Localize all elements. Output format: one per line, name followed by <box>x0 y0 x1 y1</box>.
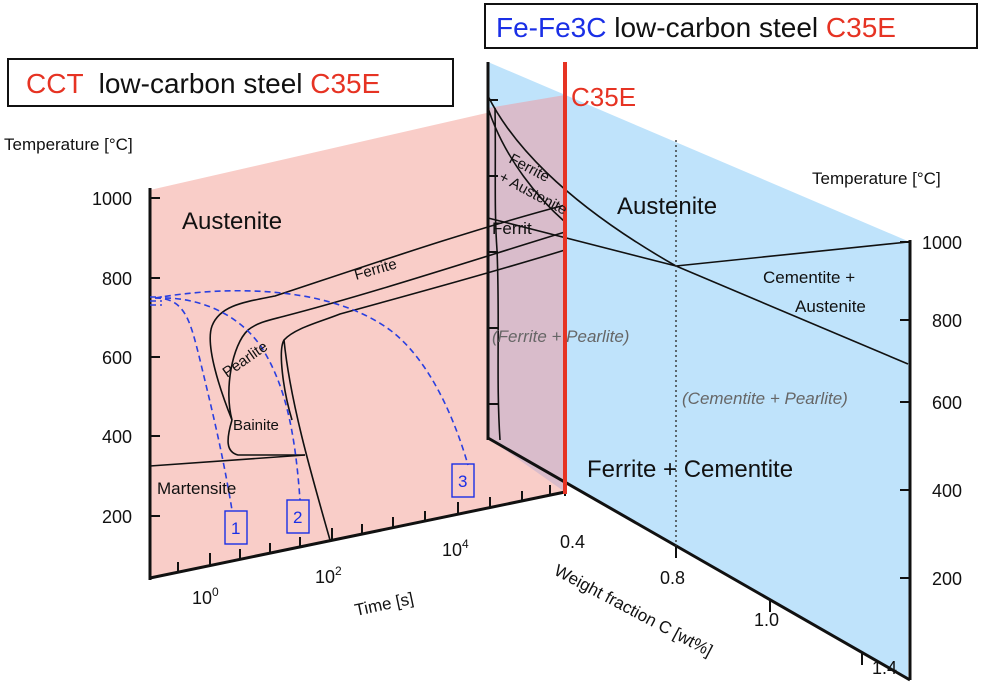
cooling-curve-2-label: 2 <box>293 508 302 527</box>
phase-x-tick-0-8: 0.8 <box>660 568 685 588</box>
cct-title-box: CCT low-carbon steel C35E <box>7 58 454 107</box>
cct-y-axis <box>148 188 566 580</box>
phase-title-middle: low-carbon steel <box>606 12 825 43</box>
cct-bainite-label: Bainite <box>233 417 279 434</box>
overlap-region <box>488 95 565 492</box>
phase-x-axis-label: Weight fraction C [wt%] <box>551 561 716 661</box>
phase-cementite-pearlite-label: (Cementite + Pearlite) <box>682 389 848 408</box>
cct-x-tick-1e4: 104 <box>442 537 469 560</box>
cct-x-ticks <box>177 485 551 572</box>
cct-y-tick-800: 800 <box>102 269 132 289</box>
cct-x-tick-1e4-base: 10 <box>442 540 462 560</box>
alloy-label: C35E <box>571 82 636 112</box>
phase-x-tick-1-0: 1.0 <box>754 610 779 630</box>
phase-title-prefix: Fe-Fe3C <box>496 12 606 43</box>
cct-martensite-label: Martensite <box>157 479 236 498</box>
phase-plane <box>488 62 910 680</box>
svg-text:Fe-Fe3C low-carbon steel C35E: Fe-Fe3C low-carbon steel C35E <box>496 12 896 43</box>
cct-x-tick-1e0-base: 10 <box>192 588 212 608</box>
cct-x-axis-label: Time [s] <box>353 589 415 620</box>
svg-text:CCT low-carbon steel C35E: CCT low-carbon steel C35E <box>26 68 380 99</box>
cct-y-ticks <box>150 197 160 517</box>
cct-title-middle: low-carbon steel <box>83 68 310 99</box>
phase-x-tick-0-4: 0.4 <box>560 532 585 552</box>
phase-ferrite-cementite-label: Ferrite + Cementite <box>587 456 793 483</box>
phase-y-tick-600: 600 <box>932 393 962 413</box>
phase-cementite-austenite-label-1: Cementite + <box>763 268 855 287</box>
phase-ferrite-pearlite-label: (Ferrite + Pearlite) <box>492 327 629 346</box>
cct-title-suffix: C35E <box>310 68 380 99</box>
cct-y-axis-label: Temperature [°C] <box>4 135 133 154</box>
phase-title-box: Fe-Fe3C low-carbon steel C35E <box>484 3 978 49</box>
cct-x-tick-1e0-exp: 0 <box>212 585 219 599</box>
phase-ferrit-label: Ferrit <box>492 219 532 238</box>
cct-y-tick-1000: 1000 <box>92 189 132 209</box>
cct-title-prefix: CCT <box>26 68 83 99</box>
phase-cementite-austenite-label-2: Austenite <box>795 297 866 316</box>
cct-y-tick-600: 600 <box>102 348 132 368</box>
cct-y-tick-200: 200 <box>102 507 132 527</box>
cooling-curves <box>150 289 469 511</box>
cooling-curve-3-box: 3 <box>451 463 475 498</box>
cooling-curve-1-label: 1 <box>231 519 240 538</box>
cct-austenite-label: Austenite <box>182 208 282 235</box>
cct-curves <box>149 204 566 541</box>
phase-austenite-label: Austenite <box>617 193 717 220</box>
phase-boundaries <box>487 95 909 441</box>
phase-y-axis-label: Temperature [°C] <box>812 169 941 188</box>
cct-x-tick-1e4-exp: 4 <box>462 537 469 551</box>
phase-y-tick-1000: 1000 <box>922 233 962 253</box>
cooling-curve-3-label: 3 <box>458 472 467 491</box>
phase-title-suffix: C35E <box>826 12 896 43</box>
cct-plane <box>150 95 565 578</box>
cct-y-tick-400: 400 <box>102 427 132 447</box>
phase-y-tick-800: 800 <box>932 311 962 331</box>
cooling-curve-1-box: 1 <box>224 510 248 545</box>
phase-x-tick-1-4: 1.4 <box>872 658 897 678</box>
phase-y-tick-400: 400 <box>932 481 962 501</box>
phase-y-tick-200: 200 <box>932 569 962 589</box>
cct-x-tick-1e2-exp: 2 <box>335 564 342 578</box>
cct-x-tick-1e2: 102 <box>315 564 342 587</box>
cct-x-tick-1e0: 100 <box>192 585 219 608</box>
cooling-curve-2-box: 2 <box>286 499 310 534</box>
cct-x-tick-1e2-base: 10 <box>315 567 335 587</box>
